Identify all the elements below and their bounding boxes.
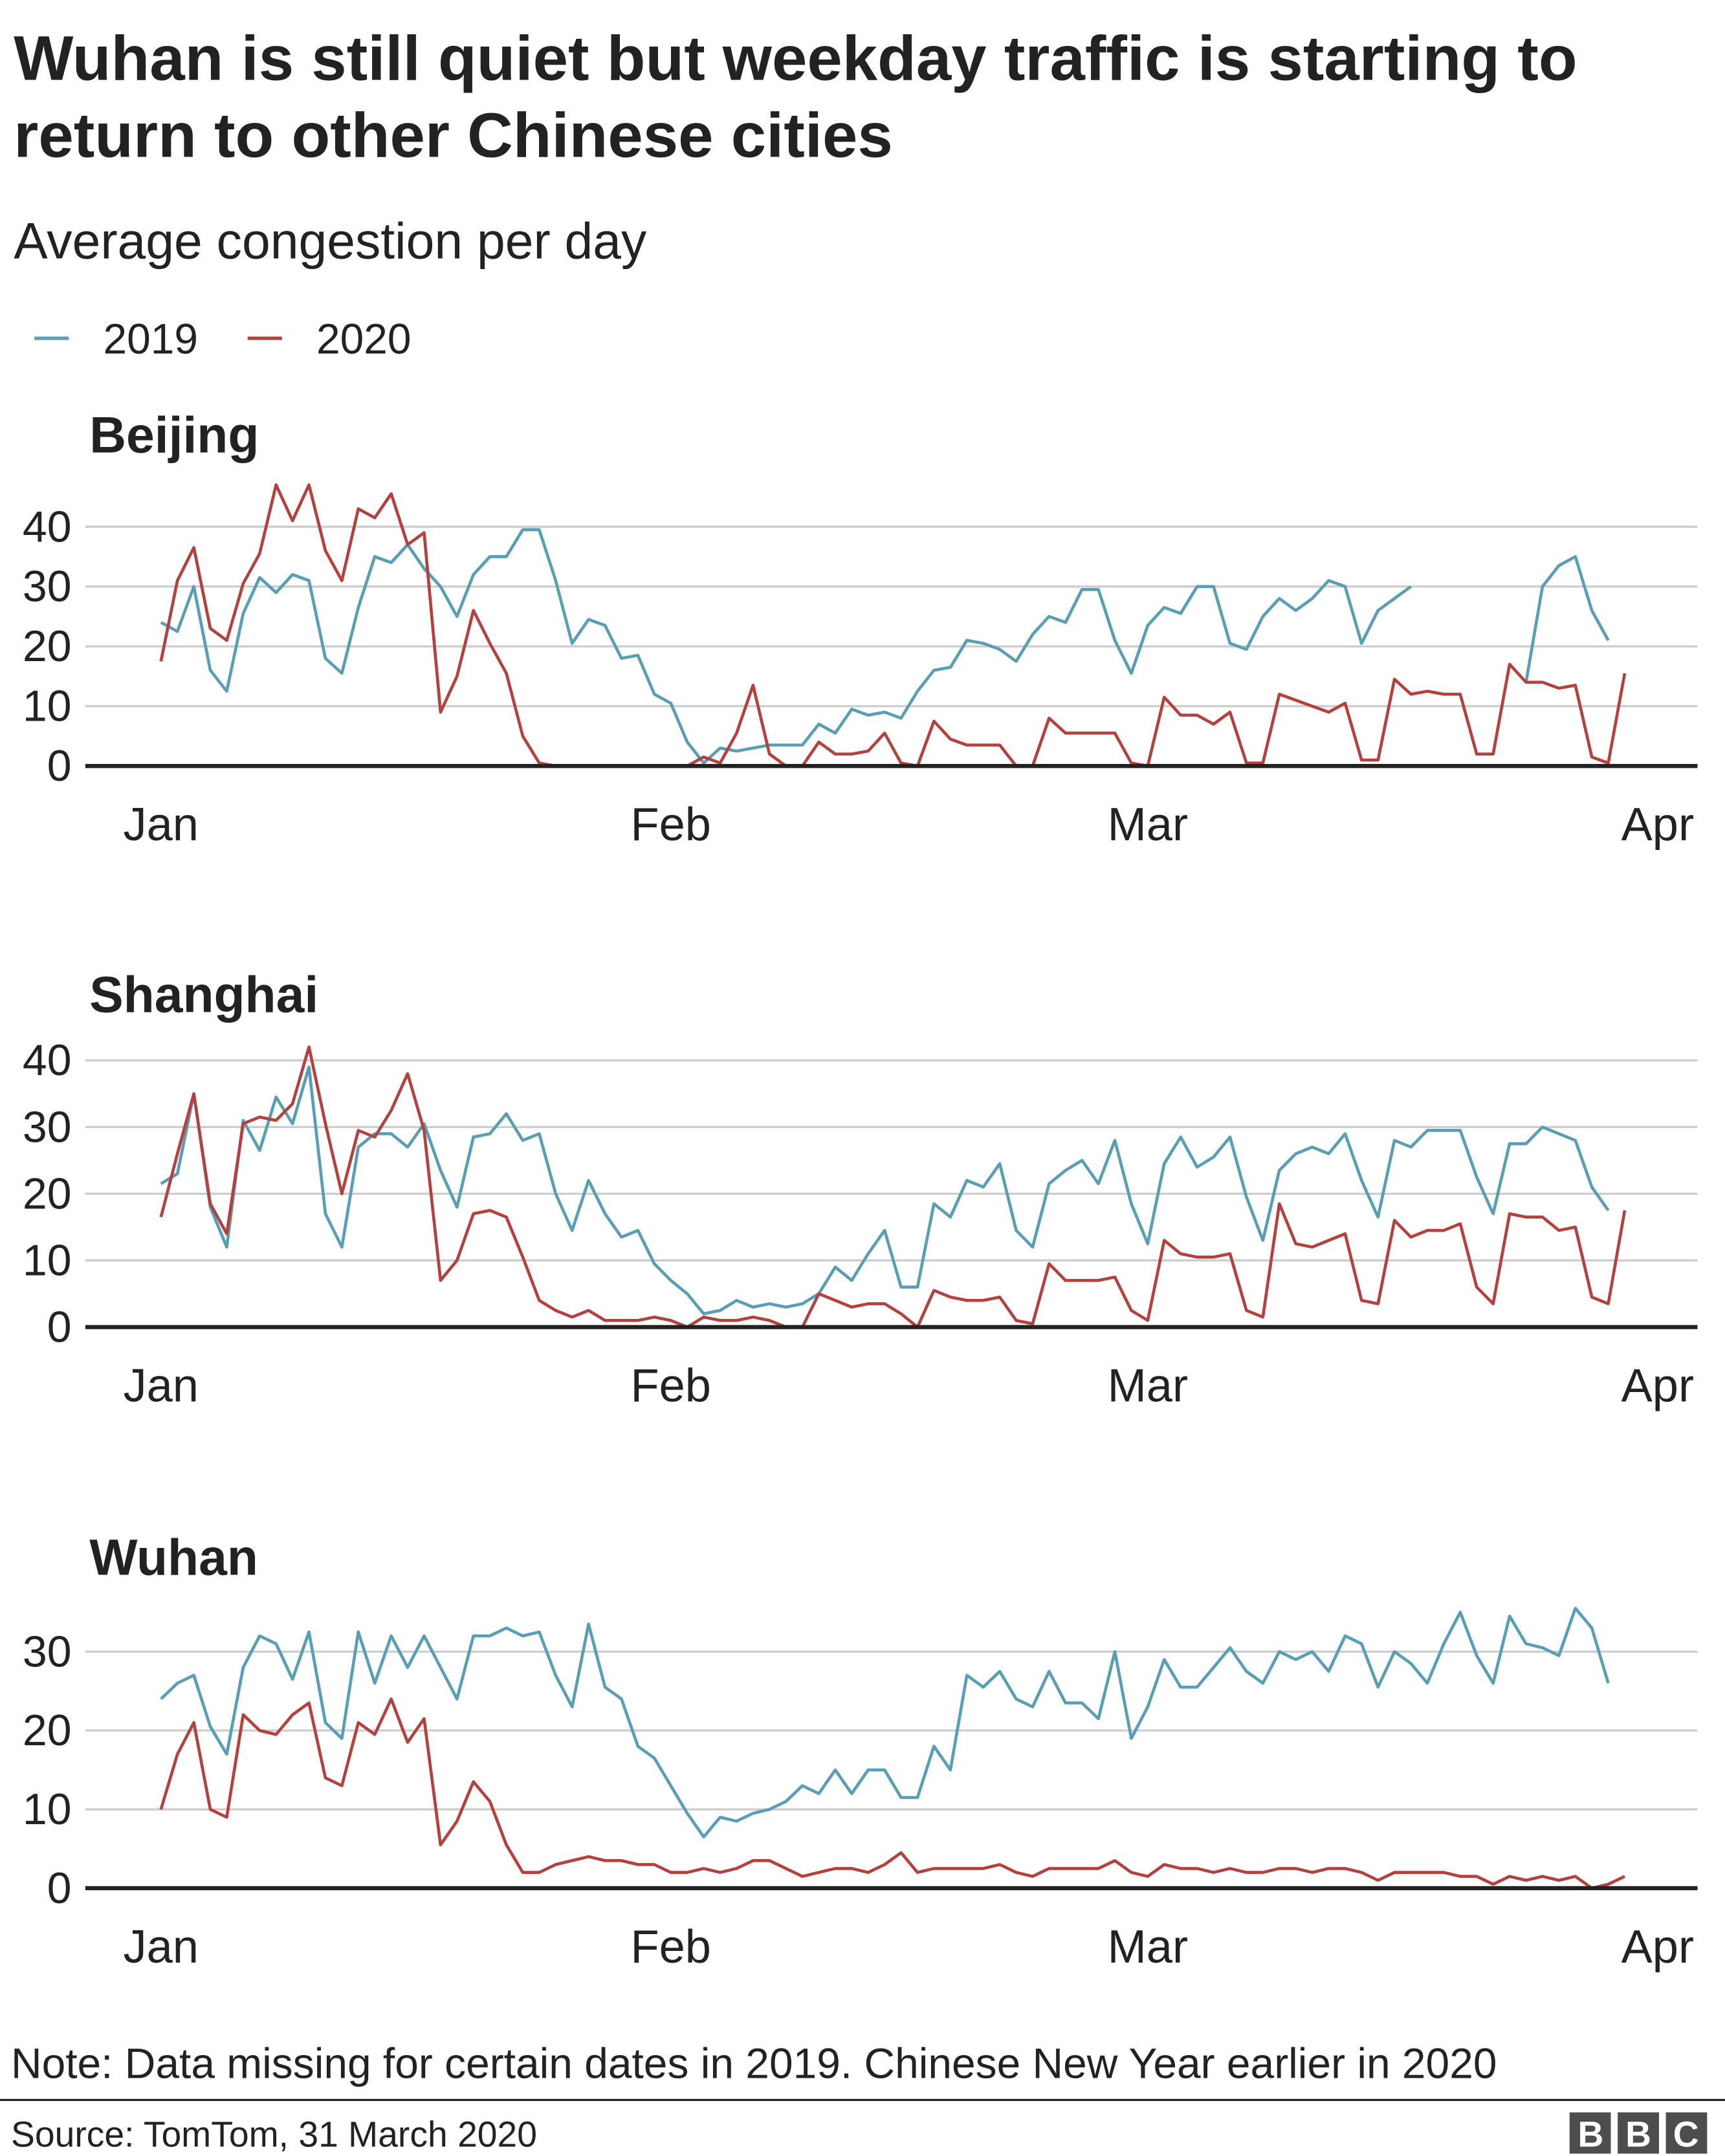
y-tick-label: 40: [23, 1036, 72, 1085]
panel-title: Shanghai: [89, 966, 318, 1023]
x-tick-label: Feb: [630, 1360, 711, 1411]
y-tick-label: 20: [23, 622, 72, 671]
x-tick-label: Jan: [123, 1921, 199, 1973]
y-tick-label: 0: [47, 741, 72, 790]
y-tick-label: 0: [47, 1864, 72, 1913]
legend-label: 2019: [103, 314, 198, 362]
logo-box: [1569, 2112, 1611, 2154]
logo: BBC: [1578, 2115, 1699, 2155]
y-tick-label: 40: [23, 502, 72, 551]
x-tick-label: Jan: [123, 799, 199, 851]
note: Note: Data missing for certain dates in …: [11, 2039, 1497, 2087]
source: Source: TomTom, 31 March 2020: [11, 2115, 537, 2155]
y-tick-label: 20: [23, 1169, 72, 1218]
panel-title: Beijing: [89, 406, 259, 463]
y-tick-label: 10: [23, 1236, 72, 1285]
panel-title: Wuhan: [89, 1529, 258, 1585]
series-line: [160, 1606, 1610, 1839]
y-tick-label: 30: [23, 1102, 72, 1151]
logo-box: [1618, 2112, 1659, 2154]
legend-label: 2020: [316, 314, 412, 362]
x-tick-label: Feb: [630, 1921, 711, 1973]
series-line: [159, 483, 1627, 768]
x-tick-label: Mar: [1108, 799, 1188, 851]
series-line: [159, 1045, 1627, 1329]
logo-box: [1665, 2112, 1708, 2154]
x-tick-label: Jan: [123, 1360, 199, 1411]
y-tick-label: 10: [23, 1785, 72, 1834]
series-line: [160, 528, 1610, 765]
y-tick-label: 10: [23, 682, 72, 731]
x-tick-label: Mar: [1108, 1921, 1188, 1973]
x-tick-label: Apr: [1621, 1360, 1694, 1411]
y-tick-label: 30: [23, 1627, 72, 1676]
y-tick-label: 0: [47, 1303, 72, 1352]
title: Wuhan is still quiet but weekday traffic…: [14, 22, 1577, 171]
x-tick-label: Feb: [630, 799, 711, 851]
x-tick-label: Apr: [1621, 1921, 1694, 1973]
x-tick-label: Mar: [1108, 1360, 1188, 1411]
series-line: [160, 1065, 1610, 1316]
y-tick-label: 20: [23, 1706, 72, 1755]
x-tick-label: Apr: [1621, 799, 1694, 851]
y-tick-label: 30: [23, 562, 72, 611]
subtitle: Average congestion per day: [14, 213, 647, 270]
series-line: [159, 1697, 1626, 1890]
